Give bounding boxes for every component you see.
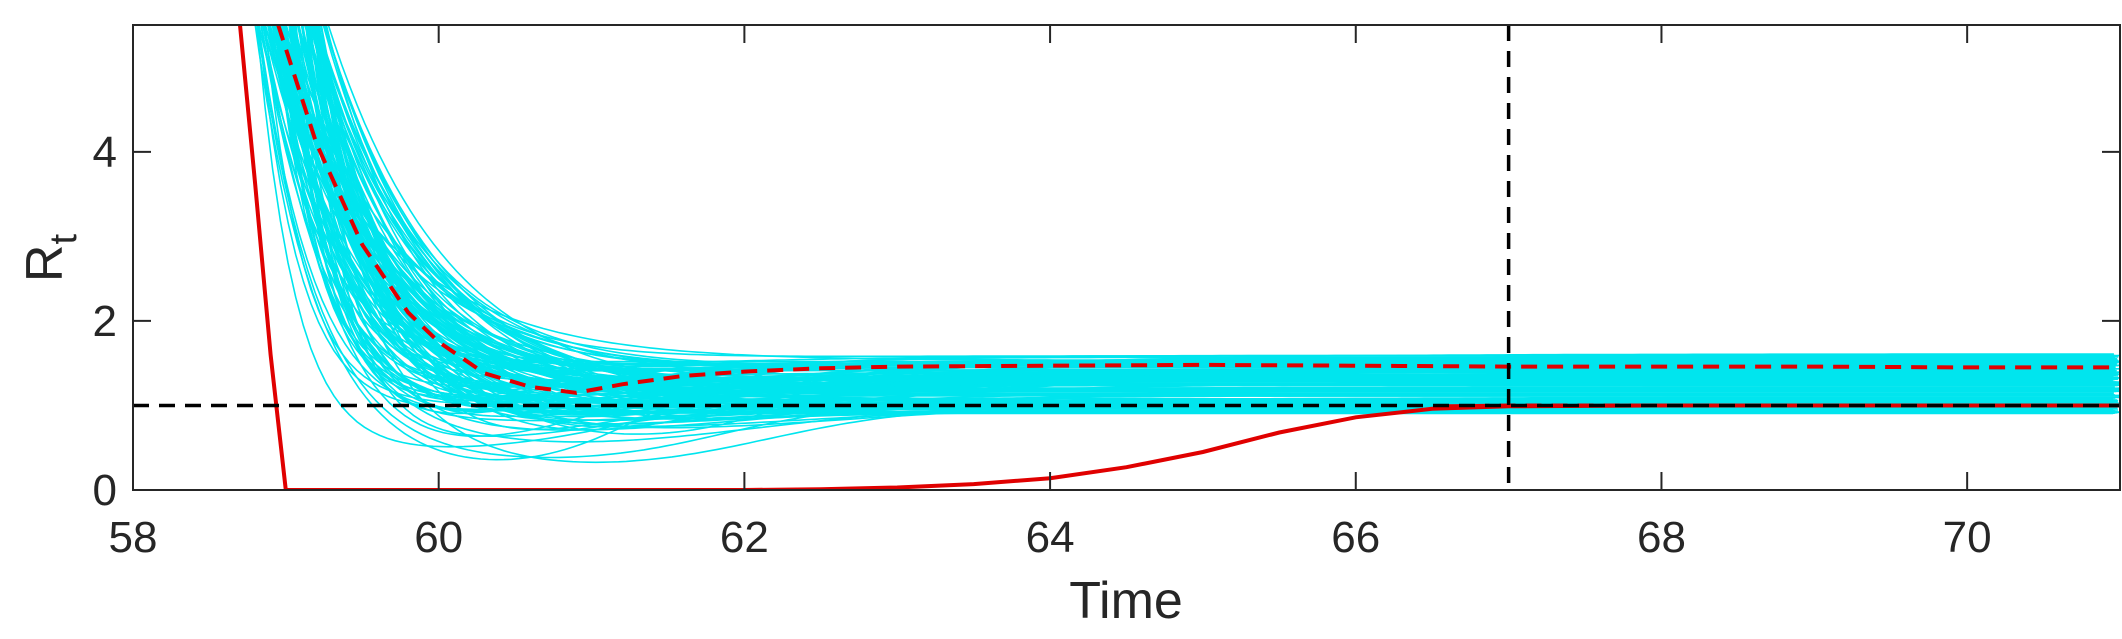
- ensemble-line: [305, 25, 2118, 437]
- red-solid-series-line: [238, 25, 2120, 490]
- ensemble-line: [292, 25, 2114, 389]
- svg-text:Rt: Rt: [16, 234, 85, 283]
- x-tick-label: 66: [1331, 513, 1380, 562]
- x-axis-label: Time: [1069, 572, 1183, 630]
- x-tick-label: 58: [109, 513, 158, 562]
- y-axis-ticks: 0 2 4: [93, 128, 2120, 515]
- ensemble-line: [313, 25, 2120, 358]
- y-tick-label: 2: [93, 297, 117, 346]
- x-tick-label: 68: [1637, 513, 1686, 562]
- ensemble-line: [294, 25, 2120, 412]
- ensemble-lines: [254, 25, 2120, 464]
- y-tick-label: 0: [93, 466, 117, 515]
- y-axis-label-sub: t: [43, 234, 85, 245]
- x-axis-ticks: 58 60 62 64 66 68 70: [109, 25, 1992, 562]
- y-axis-label: Rt: [16, 234, 85, 283]
- x-tick-label: 70: [1943, 513, 1992, 562]
- y-tick-label: 4: [93, 128, 117, 177]
- reference-lines: [133, 25, 2120, 490]
- plot-frame: [132, 24, 2121, 491]
- ensemble-line: [312, 25, 2115, 414]
- ensemble-line: [290, 25, 2117, 415]
- ensemble-line: [297, 25, 2114, 381]
- y-axis-label-main: R: [16, 245, 74, 283]
- ensemble-line: [262, 25, 2115, 404]
- series-lines: [238, 25, 2120, 490]
- x-tick-label: 62: [720, 513, 769, 562]
- red-dashed-series-line: [276, 25, 2120, 395]
- ensemble-line: [284, 25, 2118, 413]
- ensemble-line: [312, 25, 2113, 416]
- x-tick-label: 60: [414, 513, 463, 562]
- ensemble-line: [272, 25, 2118, 362]
- ensemble-line: [309, 25, 2120, 398]
- x-tick-label: 64: [1026, 513, 1075, 562]
